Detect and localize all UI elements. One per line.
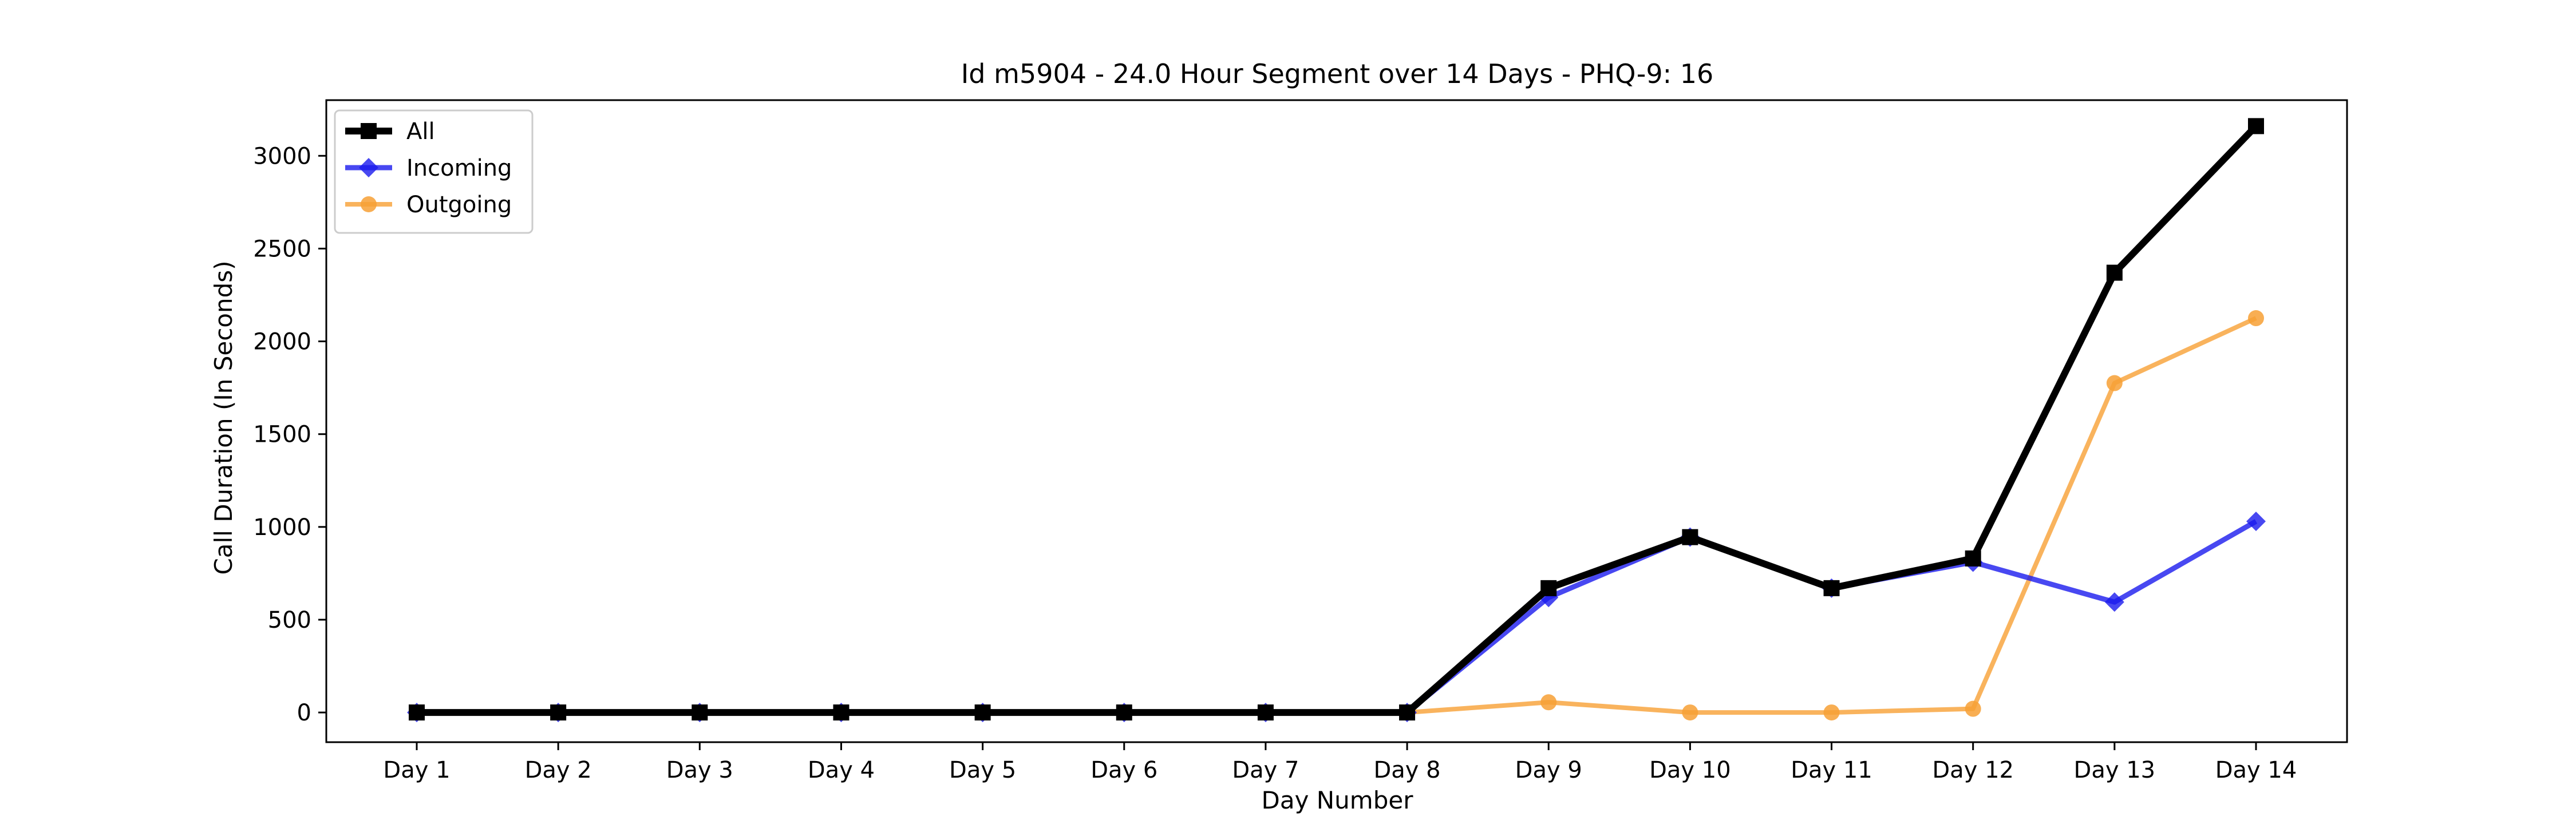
data-point-all [833,704,850,721]
x-axis-label: Day Number [1261,786,1413,814]
x-tick-label: Day 7 [1232,757,1299,783]
x-tick-label: Day 6 [1091,757,1157,783]
data-point-outgoing [1823,704,1840,721]
series-line-all [417,124,2259,716]
y-axis-label: Call Duration (In Seconds) [210,260,238,575]
legend-label: Outgoing [406,192,512,218]
data-point-all [2248,118,2264,134]
x-tick-label: Day 2 [525,757,592,783]
chart-title: Id m5904 - 24.0 Hour Segment over 14 Day… [961,58,1714,89]
x-tick-label: Day 14 [2215,757,2297,783]
legend-marker [361,196,377,212]
x-tick-label: Day 9 [1515,757,1582,783]
data-point-all [2106,264,2123,281]
axes-frame [325,99,2348,743]
legend-item-outgoing: Outgoing [345,192,512,218]
y-tick-label: 500 [268,607,311,633]
data-point-all [1540,580,1557,596]
plot-area: 0 500 1000 1500 2000 2500 3000 Day 1 Day 2 Day 3 D… [253,99,2348,783]
data-point-all [1682,529,1698,545]
data-point-all [1116,704,1132,721]
series-outgoing [409,310,2264,721]
x-tick-label: Day 8 [1373,757,1440,783]
data-point-all [692,704,708,721]
legend-item-incoming: Incoming [345,155,512,181]
data-point-outgoing [1965,700,1981,717]
data-point-outgoing [1540,694,1557,711]
data-point-all [409,704,425,721]
x-tick-label: Day 4 [808,757,875,783]
data-point-all [1965,550,1981,566]
y-tick-label: 2500 [253,236,311,262]
data-point-incoming [2104,592,2124,612]
x-tick-label: Day 5 [949,757,1016,783]
y-tick-label: 1500 [253,422,311,448]
x-tick-label: Day 12 [1932,757,2014,783]
series-incoming [407,512,2266,723]
data-point-outgoing [2248,310,2264,327]
y-tick-label: 3000 [253,143,311,169]
legend-marker [359,158,378,177]
x-tick-label: Day 13 [2074,757,2156,783]
series-all [409,118,2264,721]
data-point-incoming [2246,512,2266,532]
data-point-all [550,704,567,721]
legend-label: Incoming [406,155,512,181]
y-tick-label: 2000 [253,329,311,355]
data-point-all [974,704,991,721]
x-tick-label: Day 10 [1649,757,1731,783]
y-tick-label: 1000 [253,514,311,541]
legend-label: All [406,118,435,145]
series-line-outgoing [417,316,2257,715]
data-point-outgoing [2106,375,2123,391]
legend-item-all: All [345,118,435,145]
legend: All Incoming Outgoing [334,109,534,234]
legend-marker [361,123,377,139]
data-point-all [1823,580,1840,596]
x-tick-label: Day 11 [1791,757,1872,783]
y-tick-label: 0 [297,700,311,726]
x-tick-label: Day 3 [666,757,733,783]
x-tick-label: Day 1 [383,757,450,783]
data-point-all [1257,704,1274,721]
data-point-all [1399,704,1416,721]
data-point-outgoing [1682,704,1698,721]
